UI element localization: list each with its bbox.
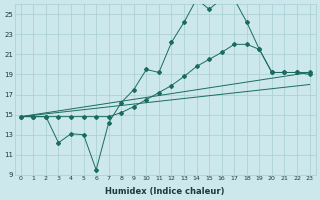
X-axis label: Humidex (Indice chaleur): Humidex (Indice chaleur) xyxy=(106,187,225,196)
